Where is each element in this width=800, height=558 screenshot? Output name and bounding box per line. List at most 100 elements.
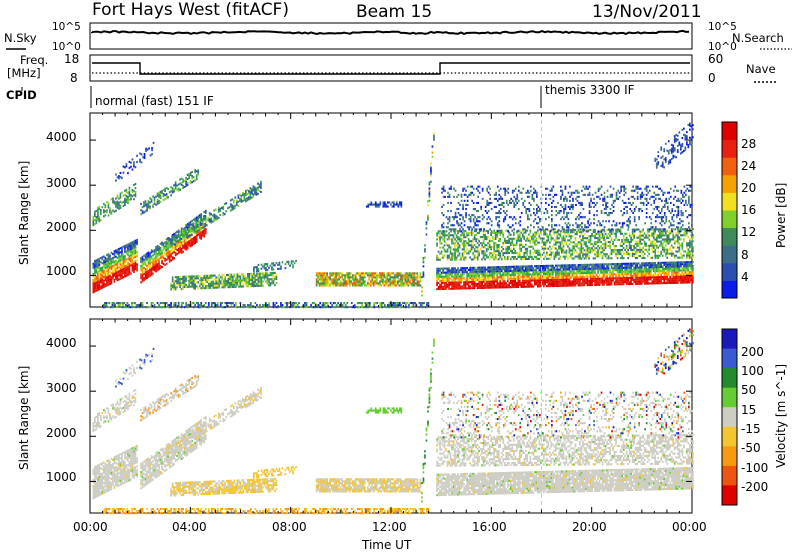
power-cell	[545, 279, 547, 281]
power-cell	[126, 195, 128, 197]
power-cell	[499, 272, 501, 274]
power-cell	[450, 234, 452, 236]
power-cell	[432, 146, 434, 148]
power-cell	[276, 282, 278, 284]
power-cell	[123, 246, 125, 248]
power-cell	[504, 276, 506, 278]
power-cell	[526, 284, 528, 286]
power-cell	[486, 283, 488, 285]
power-cell	[528, 271, 530, 273]
power-cell	[124, 267, 126, 269]
power-cell	[194, 277, 196, 279]
power-cell	[220, 282, 222, 284]
power-cell	[136, 253, 138, 255]
power-cell	[338, 282, 340, 284]
power-cell	[635, 281, 637, 283]
power-cell	[587, 272, 589, 274]
power-cell	[654, 274, 656, 276]
power-cell	[265, 274, 267, 276]
power-cell	[319, 282, 321, 284]
power-cell	[468, 279, 470, 281]
power-cell	[170, 238, 172, 240]
power-cell	[414, 282, 416, 284]
power-cell	[554, 281, 556, 283]
power-cell	[593, 276, 595, 278]
power-cell	[251, 192, 253, 194]
power-cell	[274, 264, 276, 266]
power-cell	[587, 276, 589, 278]
power-cell	[523, 270, 525, 272]
power-cell	[346, 272, 348, 274]
power-cell	[620, 267, 622, 269]
power-cell	[505, 252, 507, 254]
power-cell	[679, 274, 681, 276]
power-cell	[262, 304, 264, 306]
power-cell	[182, 302, 184, 304]
power-cell	[231, 280, 233, 282]
power-cell	[650, 274, 652, 276]
power-cell	[390, 284, 392, 286]
power-cell	[492, 254, 494, 256]
power-cell	[209, 281, 211, 283]
power-cell	[124, 257, 126, 259]
power-cell	[358, 284, 360, 286]
power-cell	[445, 282, 447, 284]
power-cell	[185, 233, 187, 235]
power-cell	[671, 280, 673, 282]
power-cell	[453, 278, 455, 280]
power-cell	[203, 277, 205, 279]
power-cell	[519, 254, 521, 256]
power-cell	[157, 269, 159, 271]
power-cell	[496, 244, 498, 246]
power-cell	[151, 272, 153, 274]
power-cell	[326, 272, 328, 274]
power-cell	[510, 258, 512, 260]
power-cell	[94, 276, 96, 278]
power-cell	[557, 281, 559, 283]
power-cell	[292, 266, 294, 268]
power-cell	[218, 284, 220, 286]
power-cell	[492, 236, 494, 238]
power-cell	[627, 265, 629, 267]
power-cell	[354, 306, 356, 308]
power-cell	[478, 244, 480, 246]
power-cell	[133, 265, 135, 267]
power-cell	[157, 195, 159, 197]
power-cell	[657, 268, 659, 270]
power-cell	[630, 271, 632, 273]
power-cell	[514, 272, 516, 274]
power-cell	[685, 273, 687, 275]
power-cell	[522, 284, 524, 286]
power-cell	[169, 304, 171, 306]
power-cell	[621, 263, 623, 265]
power-cell	[120, 176, 122, 178]
power-cell	[157, 247, 159, 249]
power-cell	[115, 256, 117, 258]
power-cell	[185, 302, 187, 304]
power-cell	[187, 280, 189, 282]
power-cell	[477, 283, 479, 285]
power-cell	[133, 251, 135, 253]
power-cell	[465, 259, 467, 261]
power-cell	[232, 278, 234, 280]
power-cell	[338, 276, 340, 278]
power-cell	[436, 245, 438, 247]
power-cell	[526, 280, 528, 282]
power-cell	[350, 272, 352, 274]
power-cell	[133, 190, 135, 192]
power-cell	[187, 223, 189, 225]
power-cell	[620, 265, 622, 267]
power-cell	[235, 278, 237, 280]
power-cell	[520, 242, 522, 244]
power-cell	[140, 277, 142, 279]
power-cell	[523, 282, 525, 284]
power-cell	[581, 276, 583, 278]
power-cell	[179, 237, 181, 239]
power-cell	[172, 284, 174, 286]
power-cell	[142, 274, 144, 276]
power-cell	[489, 246, 491, 248]
power-cell	[545, 281, 547, 283]
power-cell	[508, 256, 510, 258]
power-cell	[106, 304, 108, 306]
power-cell	[442, 238, 444, 240]
